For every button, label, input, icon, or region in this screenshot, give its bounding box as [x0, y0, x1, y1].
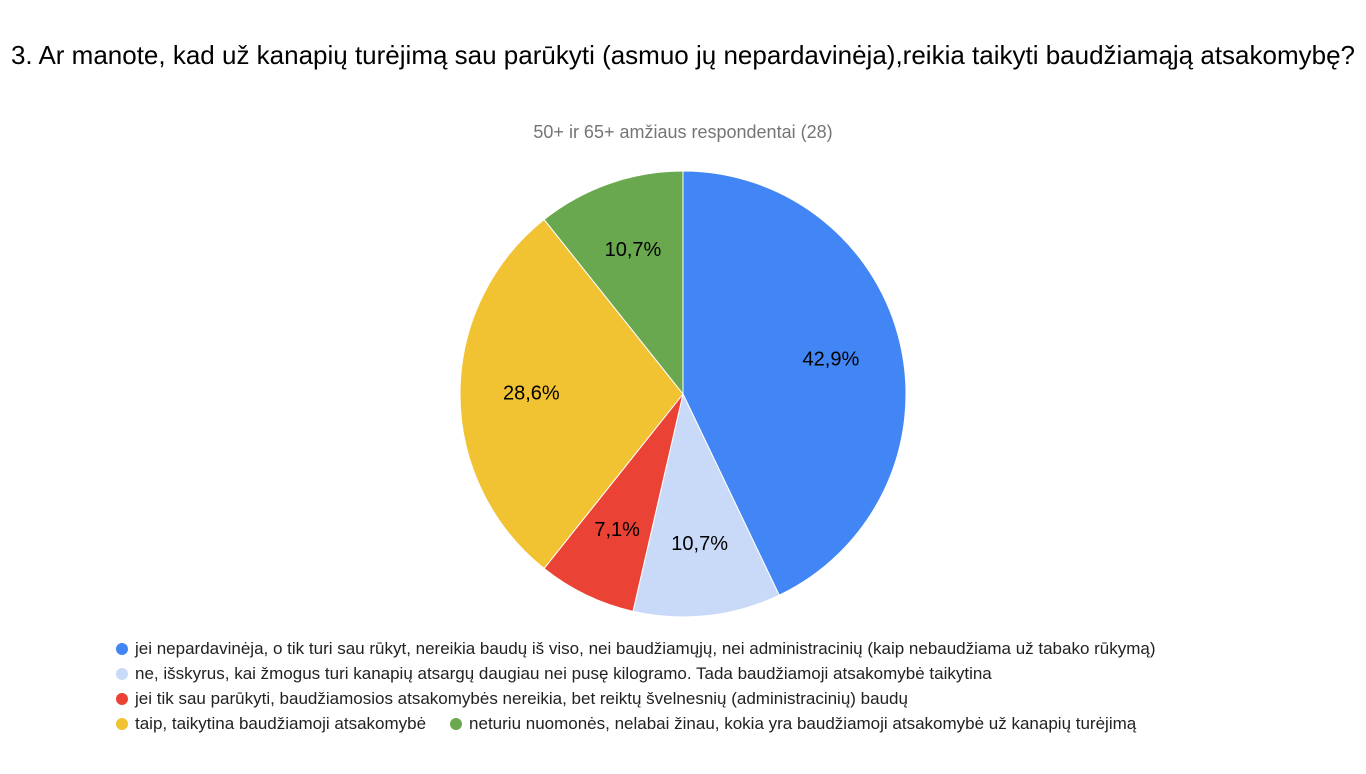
slice-label-2: 7,1%: [594, 519, 640, 541]
legend-label-3: taip, taikytina baudžiamoji atsakomybė: [135, 713, 427, 733]
legend-item-2[interactable]: jei tik sau parūkyti, baudžiamosios atsa…: [116, 689, 908, 709]
pie-slice-0[interactable]: [682, 170, 907, 596]
legend-label-1: ne, išskyrus, kai žmogus turi kanapių at…: [135, 663, 992, 683]
legend: jei nepardavinėja, o tik turi sau rūkyt,…: [116, 636, 1346, 736]
legend-label-2: jei tik sau parūkyti, baudžiamosios atsa…: [135, 688, 908, 708]
legend-row: taip, taikytina baudžiamoji atsakomybė n…: [116, 711, 1346, 736]
legend-item-3[interactable]: taip, taikytina baudžiamoji atsakomybė: [116, 714, 426, 734]
legend-swatch-2: [116, 692, 128, 705]
legend-label-0: jei nepardavinėja, o tik turi sau rūkyt,…: [135, 638, 1156, 658]
legend-swatch-3: [116, 717, 128, 730]
chart-title-text: 3. Ar manote, kad už kanapių turėjimą sa…: [10, 40, 1356, 70]
chart-title: 3. Ar manote, kad už kanapių turėjimą sa…: [0, 38, 1366, 72]
slice-label-4: 10,7%: [605, 239, 662, 261]
pie-slice-3[interactable]: [459, 218, 684, 570]
legend-item-4[interactable]: neturiu nuomonės, nelabai žinau, kokia y…: [450, 714, 1136, 734]
pie-slice-4[interactable]: [543, 170, 684, 396]
legend-swatch-0: [116, 642, 128, 655]
slice-label-1: 10,7%: [671, 533, 728, 555]
legend-item-1[interactable]: ne, išskyrus, kai žmogus turi kanapių at…: [116, 664, 992, 684]
legend-item-0[interactable]: jei nepardavinėja, o tik turi sau rūkyt,…: [116, 639, 1156, 659]
legend-row: jei nepardavinėja, o tik turi sau rūkyt,…: [116, 636, 1346, 661]
chart-subtitle: 50+ ir 65+ amžiaus respondentai (28): [533, 122, 833, 142]
slice-label-0: 42,9%: [803, 349, 860, 371]
pie-slice-1[interactable]: [632, 392, 780, 618]
slice-label-3: 28,6%: [503, 382, 560, 404]
legend-swatch-4: [450, 717, 463, 730]
legend-row: ne, išskyrus, kai žmogus turi kanapių at…: [116, 661, 1346, 686]
legend-row: jei tik sau parūkyti, baudžiamosios atsa…: [116, 686, 1346, 711]
legend-swatch-1: [116, 667, 128, 680]
legend-label-4: neturiu nuomonės, nelabai žinau, kokia y…: [469, 713, 1137, 733]
